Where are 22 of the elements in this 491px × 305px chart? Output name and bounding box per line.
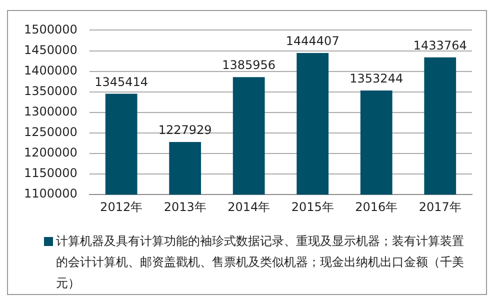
y-tick-label: 1250000 bbox=[24, 125, 78, 140]
x-tick-label: 2015年 bbox=[291, 200, 334, 214]
y-tick-label: 1100000 bbox=[24, 186, 78, 201]
y-tick-label: 1450000 bbox=[24, 42, 78, 57]
data-label: 1227929 bbox=[158, 123, 212, 138]
y-tick-label: 1350000 bbox=[24, 84, 78, 98]
x-tick-label: 2014年 bbox=[228, 200, 270, 214]
data-label: 1444407 bbox=[286, 34, 340, 48]
y-tick-label: 1200000 bbox=[24, 146, 78, 160]
x-tick-label: 2016年 bbox=[355, 200, 398, 214]
y-tick-label: 1400000 bbox=[24, 63, 78, 78]
x-tick-label: 2012年 bbox=[100, 200, 143, 214]
y-tick-label: 1150000 bbox=[24, 166, 78, 180]
x-tick-label: 2017年 bbox=[418, 200, 462, 214]
data-label: 1385956 bbox=[222, 58, 276, 72]
data-label: 1353244 bbox=[350, 72, 404, 86]
y-tick-label: 1500000 bbox=[24, 22, 78, 36]
data-label: 1433764 bbox=[413, 38, 467, 53]
x-tick-label: 2013年 bbox=[164, 200, 206, 214]
y-tick-label: 1300000 bbox=[24, 104, 78, 119]
legend-label: 计算机器及具有计算功能的袖珍式数据记录、重现及显示机器；装有计算装置的会计计算机、邮资盖戳机、售票机及类似机器；现金出纳机出口金额（千美元） bbox=[56, 233, 465, 292]
data-label: 1345414 bbox=[94, 74, 148, 89]
